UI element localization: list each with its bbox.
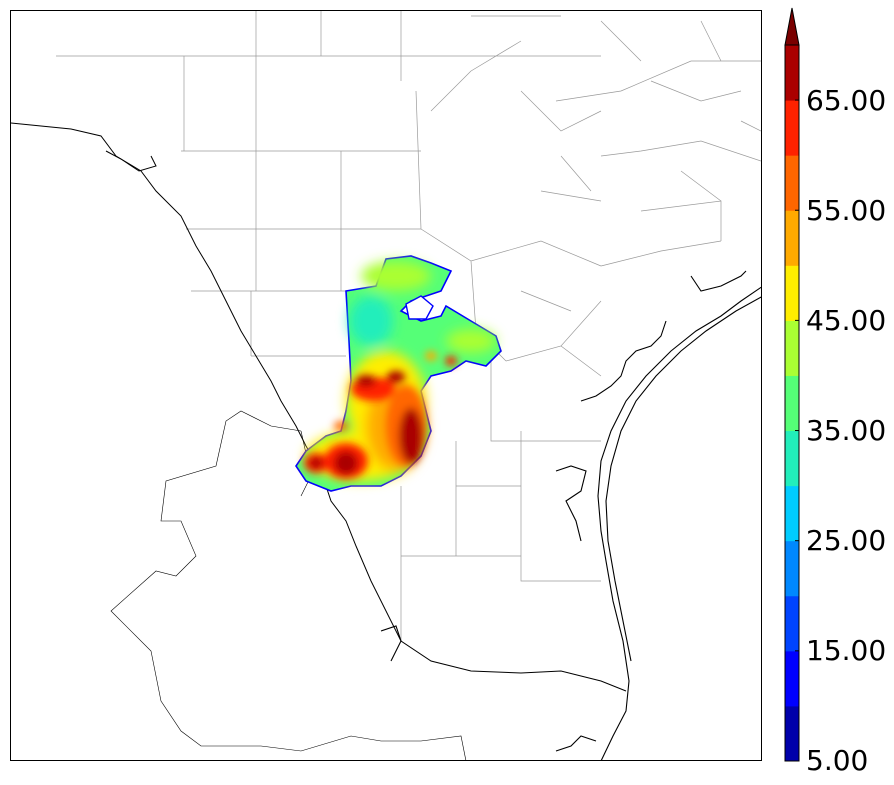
colorbar: [784, 7, 800, 762]
colorbar-band: [785, 430, 799, 487]
colorbar-band: [785, 45, 799, 101]
colorbar-band: [785, 265, 799, 321]
colorbar-band: [785, 155, 799, 211]
colorbar-band: [785, 705, 799, 762]
map-canvas: [11, 11, 761, 760]
international-border: [11, 122, 627, 692]
colorbar-tick-65: 65.00: [806, 84, 887, 117]
precipitation-field: [295, 255, 502, 492]
colorbar-band: [785, 210, 799, 266]
colorbar-band: [785, 485, 799, 542]
colorbar-tick-5: 5.00: [806, 744, 869, 777]
colorbar-tick-45: 45.00: [806, 304, 887, 337]
colorbar-tick-35: 35.00: [806, 414, 887, 447]
colorbar-band: [785, 320, 799, 376]
colorbar-tick-15: 15.00: [806, 634, 887, 667]
colorbar-tick-55: 55.00: [806, 194, 887, 227]
county-boundaries: [56, 11, 761, 641]
colorbar-band: [785, 595, 799, 652]
colorbar-band: [785, 100, 799, 156]
coastline: [380, 270, 761, 760]
colorbar-tick-25: 25.00: [806, 524, 887, 557]
colorbar-band: [785, 650, 799, 707]
map-panel: [10, 10, 762, 761]
colorbar-band: [785, 540, 799, 597]
colorbar-band: [785, 375, 799, 432]
colorbar-frame: [784, 44, 800, 762]
colorbar-extend-arrow: [784, 7, 800, 46]
